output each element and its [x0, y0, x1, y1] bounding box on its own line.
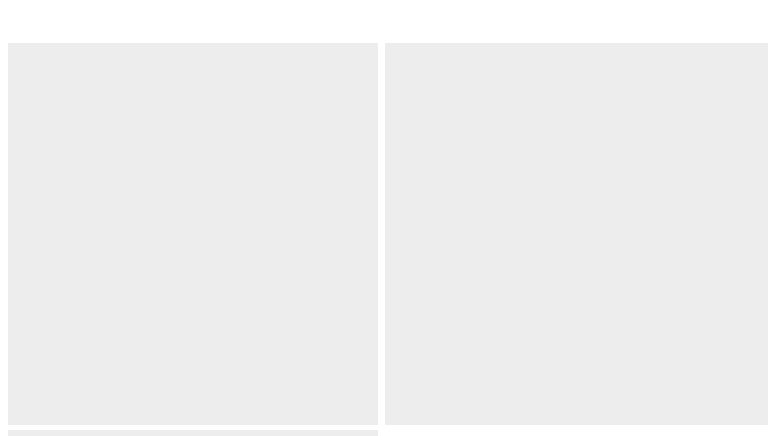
inflation-expectations-chart — [385, 95, 768, 320]
goods-services-inflation-chart — [8, 95, 378, 320]
panel-goods-services-inflation — [8, 43, 378, 425]
next-figure-panel-edge — [8, 430, 378, 436]
panel-inflation-expectations — [385, 43, 768, 425]
